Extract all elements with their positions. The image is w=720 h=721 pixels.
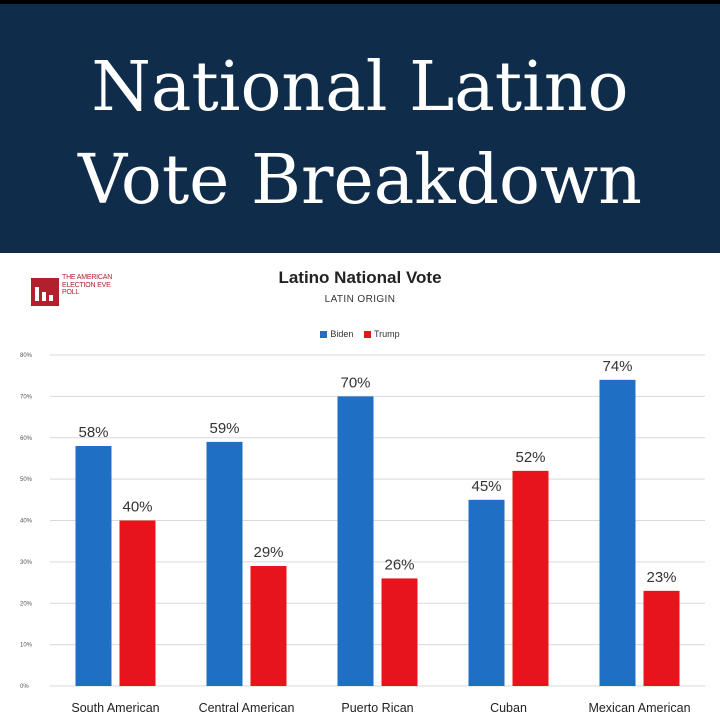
x-tick-label: Mexican American — [588, 701, 690, 715]
bar-trump — [381, 578, 418, 686]
chart-title: Latino National Vote — [278, 268, 442, 287]
bar-biden — [206, 441, 243, 686]
data-label: 58% — [78, 424, 108, 441]
poll-logo-icon — [31, 278, 59, 306]
legend-item-trump: Trump — [363, 329, 400, 339]
data-label: 23% — [646, 569, 676, 586]
legend-item-biden: Biden — [320, 329, 353, 339]
data-label: 40% — [122, 499, 152, 516]
bar-biden — [337, 396, 374, 686]
legend-label-trump: Trump — [373, 329, 400, 339]
bar-trump — [250, 566, 287, 686]
poll-logo-text-line: ELECTION EVE — [62, 281, 111, 289]
y-tick-label: 20% — [20, 601, 33, 607]
y-tick-label: 80% — [20, 353, 33, 359]
poll-logo: THE AMERICAN ELECTION EVE POLL — [31, 274, 123, 308]
x-tick-label: Central American — [199, 701, 295, 715]
y-tick-label: 10% — [20, 643, 33, 649]
poll-logo-text-line: POLL — [62, 289, 80, 296]
bar-biden — [75, 446, 112, 686]
data-label: 26% — [384, 556, 414, 573]
data-label: 59% — [209, 420, 239, 437]
title-banner: National Latino Vote Breakdown — [0, 0, 720, 253]
data-label: 29% — [253, 544, 283, 561]
chart-legend: Biden Trump — [0, 329, 720, 339]
bar-biden — [599, 379, 636, 686]
bar-biden — [468, 499, 505, 686]
data-label: 52% — [515, 449, 545, 466]
x-tick-label: Cuban — [490, 701, 527, 715]
y-tick-label: 50% — [20, 477, 33, 483]
bar-trump — [643, 590, 680, 686]
x-tick-label: South American — [71, 701, 159, 715]
bar-trump — [512, 470, 549, 686]
x-tick-label: Puerto Rican — [341, 701, 413, 715]
y-tick-label: 40% — [20, 519, 33, 525]
banner-title-line-1: National Latino — [91, 48, 629, 127]
data-label: 70% — [340, 374, 370, 391]
legend-swatch-trump — [363, 331, 371, 339]
poll-logo-text-line: THE AMERICAN — [62, 274, 113, 281]
y-tick-label: 30% — [20, 560, 33, 566]
data-label: 74% — [602, 358, 632, 375]
legend-label-biden: Biden — [330, 329, 354, 339]
legend-swatch-biden — [320, 331, 328, 339]
y-tick-label: 0% — [20, 684, 29, 690]
y-tick-label: 70% — [20, 394, 33, 400]
bar-trump — [119, 520, 156, 686]
y-tick-label: 60% — [20, 436, 33, 442]
poll-logo-text: THE AMERICAN ELECTION EVE POLL — [62, 274, 124, 297]
chart-subtitle: LATIN ORIGIN — [324, 294, 396, 305]
banner-title-line-2: Vote Breakdown — [78, 141, 642, 220]
data-label: 45% — [471, 478, 501, 495]
